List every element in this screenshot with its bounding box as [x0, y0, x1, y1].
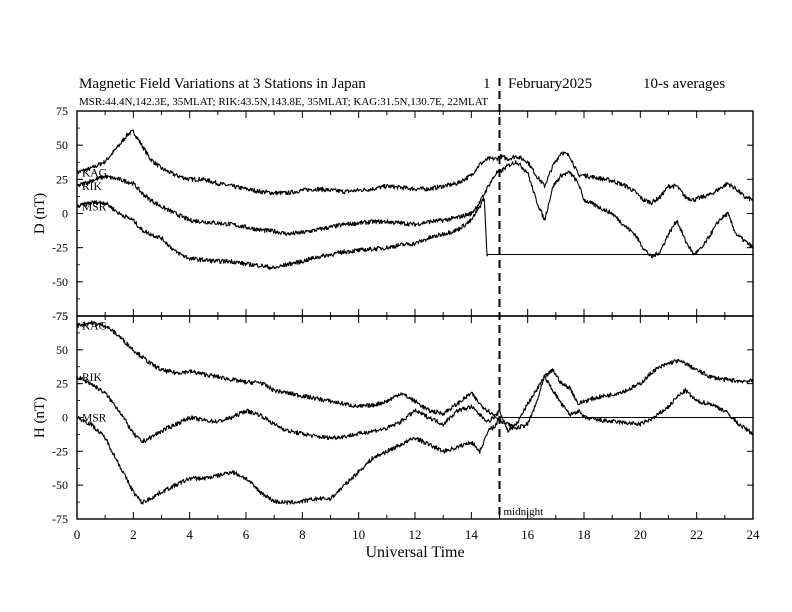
chart-title: Magnetic Field Variations at 3 Stations … [79, 76, 366, 92]
x-tick-label: 14 [465, 527, 479, 542]
chart-header: Magnetic Field Variations at 3 Stations … [79, 76, 725, 108]
series-line-msr-D [76, 197, 753, 270]
y-tick-label-D: -50 [52, 275, 68, 289]
date-month-year: February2025 [508, 76, 592, 92]
series-label-rik-D: RIK [82, 181, 103, 193]
stations-info: MSR:44.4N,142.3E, 35MLAT; RIK:43.5N,143.… [79, 96, 488, 108]
y-tick-label-H: 50 [56, 343, 68, 357]
y-tick-label-D: 50 [56, 138, 68, 152]
y-tick-label-H: 75 [56, 309, 68, 323]
x-tick-label: 16 [521, 527, 535, 542]
y-tick-label-D: 75 [56, 104, 68, 118]
averaging-label: 10-s averages [643, 76, 725, 92]
midnight-annotation: midnight [504, 506, 544, 518]
x-tick-label: 22 [690, 527, 703, 542]
x-tick-label: 2 [130, 527, 137, 542]
series-label-kag-H: KAG [82, 320, 107, 332]
y-tick-label-H: 25 [56, 377, 68, 391]
y-axis-label-D: D (nT) [32, 193, 48, 234]
x-tick-label: 24 [747, 527, 761, 542]
x-tick-label: 0 [74, 527, 81, 542]
x-tick-label: 6 [243, 527, 250, 542]
series-line-rik-D [76, 160, 754, 259]
y-tick-label-H: -25 [52, 444, 68, 458]
y-tick-label-D: 0 [62, 207, 68, 221]
series-label-msr-D: MSR [82, 202, 107, 214]
panel-frame-D [76, 110, 754, 317]
y-axis-label-H: H (nT) [32, 397, 48, 438]
series-line-kag-D [76, 129, 754, 206]
date-day: 1 [483, 76, 491, 92]
x-tick-label: 10 [352, 527, 365, 542]
y-tick-label-D: 25 [56, 172, 68, 186]
x-tick-label: 8 [299, 527, 306, 542]
series-line-kag-H [76, 320, 754, 431]
y-tick-label-D: -25 [52, 241, 68, 255]
y-tick-label-D: -75 [52, 309, 68, 323]
x-axis-label: Universal Time [365, 544, 464, 561]
y-tick-label-H: 0 [62, 411, 68, 425]
x-tick-label: 18 [578, 527, 591, 542]
series-label-rik-H: RIK [82, 372, 103, 384]
x-tick-label: 20 [634, 527, 647, 542]
y-tick-label-H: -50 [52, 478, 68, 492]
y-tick-label-H: -75 [52, 512, 68, 526]
series-label-msr-H: MSR [82, 413, 107, 425]
x-tick-label: 4 [186, 527, 193, 542]
x-tick-label: 12 [409, 527, 422, 542]
series-line-msr-H [76, 415, 753, 506]
series-line-rik-H [76, 374, 754, 444]
